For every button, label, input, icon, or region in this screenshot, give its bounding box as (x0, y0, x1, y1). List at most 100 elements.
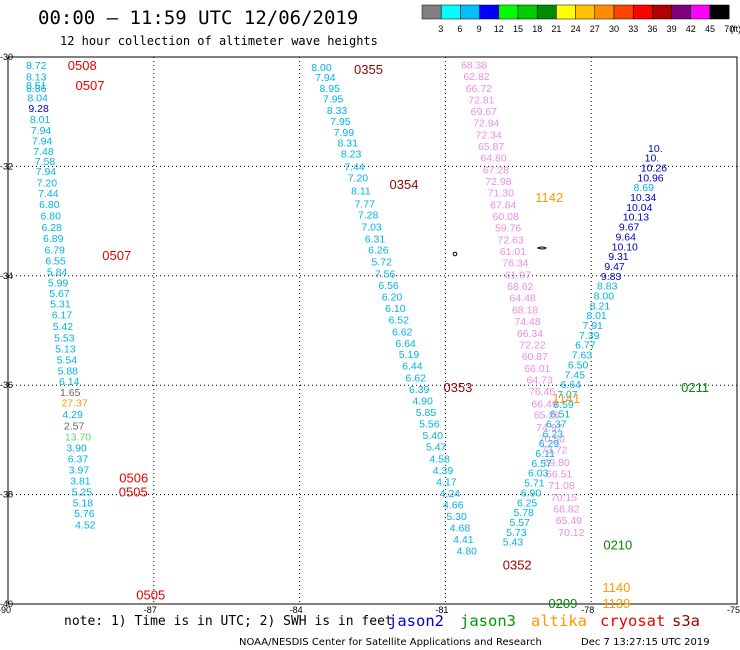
swh-value: 6.79 (44, 245, 65, 257)
y-tick-label: -34 (0, 271, 13, 281)
swh-value: 9.31 (608, 251, 629, 263)
swh-value: 6.77 (575, 340, 596, 352)
swh-value: 7.94 (36, 166, 57, 178)
swh-value: 4.80 (457, 545, 478, 557)
swh-value: 7.07 (557, 389, 578, 401)
colorbar-swatch (536, 4, 557, 20)
swh-value: 9.64 (616, 231, 637, 243)
swh-value: 7.39 (579, 330, 600, 342)
swh-value: 7.44 (38, 188, 59, 200)
swh-value: 13.70 (65, 432, 91, 444)
swh-value: 9.47 (604, 261, 625, 273)
swh-value: 4.29 (62, 409, 83, 421)
swh-value: 6.51 (550, 409, 571, 421)
swh-value: 72.34 (476, 130, 502, 142)
time-label: 0211 (681, 380, 709, 395)
swh-value: 8.33 (327, 105, 348, 117)
swh-value: 6.17 (52, 310, 73, 322)
time-label: 0355 (354, 62, 383, 77)
swh-value: 62.82 (463, 71, 489, 83)
swh-value: 5.40 (423, 430, 444, 442)
colorbar-swatch (632, 4, 653, 20)
swh-value: 72.98 (485, 176, 511, 188)
swh-value: 6.37 (68, 453, 89, 465)
swh-value: 8.01 (30, 114, 51, 126)
swh-value: 7.45 (564, 369, 585, 381)
colorbar-label: 39 (667, 24, 677, 34)
swh-value: 5.42 (53, 321, 74, 333)
colorbar-swatch (421, 4, 442, 20)
swh-value: 6.62 (392, 327, 413, 339)
colorbar-swatch (575, 4, 596, 20)
colorbar-label: 24 (571, 24, 581, 34)
swh-value: 72.94 (473, 118, 499, 130)
swh-value: 66.49 (531, 398, 557, 410)
colorbar-label: 6 (457, 24, 462, 34)
swh-value: 6.28 (42, 222, 63, 234)
swh-value: 68.18 (512, 305, 538, 317)
swh-value: 8.31 (338, 137, 359, 149)
swh-value: 8.00 (311, 62, 332, 74)
colorbar-swatch (498, 4, 519, 20)
colorbar-swatch (652, 4, 672, 20)
swh-value: 5.13 (55, 344, 76, 356)
swh-value: 8.95 (320, 83, 341, 95)
swh-value: 6.80 (39, 199, 60, 211)
swh-value: 74.97 (536, 422, 562, 434)
axis-ticks: -90 -87 -84 -81 -78 -75 -30 -32 -34 -36 -38 -40 (0, 52, 740, 615)
swh-value: 6.14 (59, 376, 80, 388)
swh-value: 7.99 (334, 127, 355, 139)
swh-value: 7.44 (344, 161, 365, 173)
swh-value: 7.28 (358, 210, 379, 222)
colorbar-swatch (613, 4, 634, 20)
swh-value: 5.67 (49, 288, 70, 300)
colorbar-label: 15 (513, 24, 523, 34)
swh-value: 3.81 (70, 475, 91, 487)
chart-title: 00:00 – 11:59 UTC 12/06/2019 (38, 7, 358, 29)
swh-value: 7.20 (348, 172, 369, 184)
y-tick-label: -32 (0, 161, 13, 171)
swh-value: 9.28 (28, 103, 49, 115)
swh-value: 6.89 (43, 233, 64, 245)
swh-value: 61.97 (505, 270, 531, 282)
legend-jason3: jason3 (460, 612, 516, 630)
swh-value: 5.18 (73, 497, 94, 509)
swh-value: 2.57 (64, 421, 85, 433)
swh-value: 4.58 (429, 453, 450, 465)
swh-value: 8.51 (26, 80, 47, 92)
x-tick-label: -78 (581, 605, 594, 615)
swh-value: 6.90 (521, 487, 542, 499)
colorbar-label: 33 (628, 24, 638, 34)
colorbar-swatch (556, 4, 576, 20)
swh-value: 8.23 (341, 148, 362, 160)
swh-value: 5.78 (513, 507, 534, 519)
time-label: 1141 (552, 391, 580, 406)
swh-value: 64.48 (510, 293, 536, 305)
swh-value: 6.50 (568, 359, 589, 371)
swh-value: 6.52 (389, 315, 410, 327)
colorbar-swatch (690, 4, 711, 20)
swh-value: 7.58 (35, 156, 56, 168)
colorbar-label: 30 (609, 24, 619, 34)
note-text: note: 1) Time is in UTC; 2) SWH is in fe… (64, 614, 393, 629)
swh-value: 6.80 (41, 211, 62, 223)
colorbar-label: 45 (705, 24, 715, 34)
swh-value: 8.69 (633, 182, 654, 194)
time-label: 0506 (119, 471, 148, 486)
swh-value: 7.94 (315, 72, 336, 84)
swh-value: 5.73 (506, 527, 527, 539)
swh-value: 7.94 (31, 125, 52, 137)
colorbar-label: 42 (686, 24, 696, 34)
colorbar-label: 21 (551, 24, 561, 34)
swh-value: 64.73 (527, 375, 553, 387)
colorbar-swatch (460, 4, 480, 20)
x-tick-label: -87 (144, 605, 157, 615)
swh-value: 5.76 (74, 508, 95, 520)
chart-subtitle: 12 hour collection of altimeter wave hei… (60, 34, 378, 48)
legend-jason2: jason2 (388, 612, 444, 630)
swh-value: 60.87 (522, 351, 548, 363)
swh-value: 6.62 (406, 373, 427, 385)
swh-value: 10. (648, 143, 663, 155)
swh-value: 7.77 (355, 199, 376, 211)
